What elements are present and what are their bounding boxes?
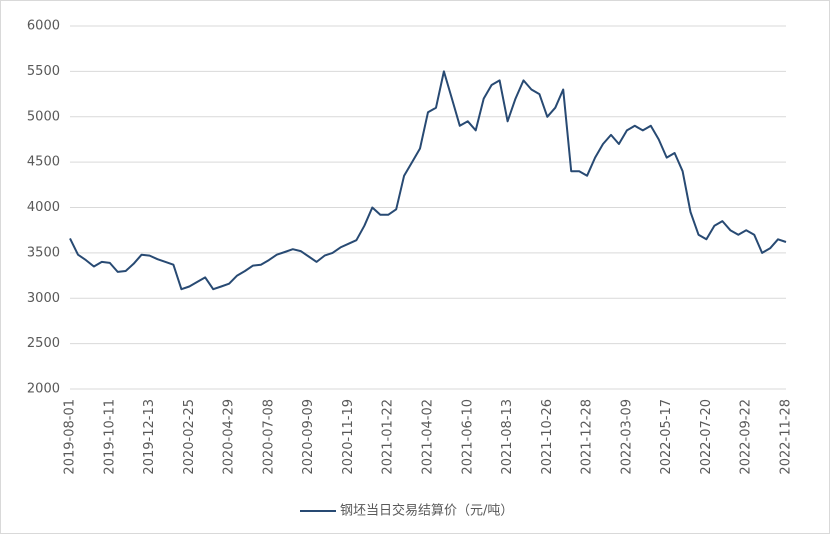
x-tick-label: 2022-05-17 xyxy=(659,399,674,475)
x-tick-label: 2020-04-29 xyxy=(222,399,237,475)
y-tick-label: 3000 xyxy=(27,291,60,306)
x-tick-label: 2020-07-08 xyxy=(261,399,276,475)
x-tick-label: 2021-10-26 xyxy=(540,399,555,475)
y-tick-label: 6000 xyxy=(27,19,60,34)
x-tick-label: 2021-06-10 xyxy=(460,399,475,475)
y-tick-label: 4000 xyxy=(27,200,60,215)
x-tick-label: 2022-07-20 xyxy=(699,399,714,475)
y-tick-label: 5500 xyxy=(27,64,60,79)
y-tick-label: 3500 xyxy=(27,245,60,260)
y-tick-label: 4500 xyxy=(27,155,60,170)
x-tick-label: 2019-10-11 xyxy=(102,399,117,475)
x-tick-label: 2020-11-19 xyxy=(341,399,356,475)
x-tick-label: 2021-08-13 xyxy=(500,399,515,475)
x-tick-label: 2019-08-01 xyxy=(63,399,78,475)
y-tick-label: 5000 xyxy=(27,109,60,124)
x-tick-label: 2021-01-22 xyxy=(381,399,396,475)
x-tick-label: 2020-09-09 xyxy=(301,399,316,475)
y-tick-label: 2000 xyxy=(27,382,60,397)
y-tick-label: 2500 xyxy=(27,336,60,351)
x-tick-label: 2021-04-02 xyxy=(421,399,436,475)
x-tick-label: 2019-12-13 xyxy=(142,399,157,475)
x-tick-label: 2022-03-09 xyxy=(619,399,634,475)
data-line xyxy=(69,70,787,291)
x-tick-label: 2021-12-28 xyxy=(580,399,595,475)
legend-label: 钢坯当日交易结算价（元/吨） xyxy=(340,503,513,519)
x-tick-label: 2022-09-22 xyxy=(739,399,754,475)
x-tick-label: 2022-11-28 xyxy=(779,399,794,475)
x-tick-label: 2020-02-25 xyxy=(182,399,197,475)
